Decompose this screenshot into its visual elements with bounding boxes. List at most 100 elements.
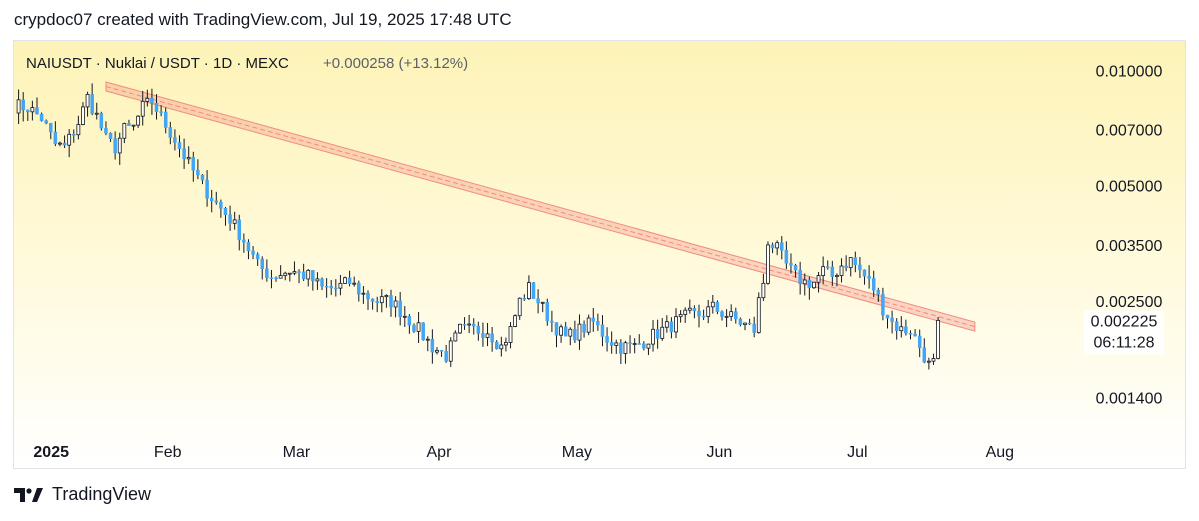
x-tick-label: Feb (154, 444, 182, 461)
candle-down (669, 321, 674, 333)
candle-up (559, 326, 563, 336)
candle-up (131, 124, 136, 127)
candle-up (568, 328, 573, 337)
candle-up (278, 275, 283, 279)
candle-down (219, 202, 223, 209)
candle-down (301, 271, 306, 280)
candle-up (527, 282, 531, 299)
chart-panel[interactable]: 0.010000 0.007000 0.005000 0.003500 0.002500… (13, 40, 1186, 469)
candle-down (223, 207, 228, 215)
y-tick-label: 0.003500 (1096, 238, 1163, 255)
candle-down (439, 350, 444, 352)
candle-up (775, 242, 780, 249)
candle-up (81, 106, 85, 125)
x-tick-label: Aug (986, 444, 1014, 461)
candle-up (343, 277, 347, 284)
candle-down (642, 343, 646, 349)
candle-down (853, 257, 858, 266)
candle-up (67, 133, 72, 146)
candle-up (448, 340, 453, 362)
candle-down (628, 342, 632, 344)
candle-up (338, 282, 343, 289)
candle-down (462, 324, 467, 326)
candle-down (108, 132, 113, 140)
candle-down (260, 258, 265, 269)
candle-down (476, 325, 481, 334)
candle-up (586, 317, 591, 333)
candle-down (522, 297, 527, 300)
candle-down (168, 127, 173, 138)
candle-down (320, 278, 324, 287)
candle-up (683, 309, 688, 315)
x-tick-label: Jun (707, 444, 733, 461)
candle-up (287, 272, 292, 275)
candle-down (591, 317, 596, 322)
candle-down (550, 320, 554, 323)
candle-up (76, 124, 81, 136)
candle-down (113, 138, 117, 154)
candle-down (830, 266, 835, 277)
candle-up (632, 343, 637, 345)
candle-down (885, 314, 890, 319)
candle-down (246, 242, 251, 252)
candle-down (370, 298, 375, 302)
candle-up (283, 272, 288, 276)
candle-down (894, 321, 899, 331)
candle-down (407, 316, 412, 326)
candle-up (623, 342, 628, 354)
candle-down (159, 111, 163, 113)
tradingview-brand[interactable]: TradingView (52, 484, 152, 504)
candle-up (899, 326, 904, 332)
candle-down (563, 326, 568, 337)
candle-up (402, 315, 407, 318)
candle-up (802, 279, 807, 285)
candle-down (398, 300, 402, 317)
candle-down (701, 315, 706, 318)
candle-down (255, 254, 260, 260)
candle-down (209, 197, 214, 202)
candle-down (329, 285, 333, 289)
trendline-midline (105, 85, 975, 328)
candle-down (798, 269, 802, 285)
candle-down (922, 347, 927, 363)
candle-up (292, 271, 297, 274)
trendline-layer (105, 81, 976, 332)
candle-up (848, 257, 853, 269)
candle-up (85, 93, 90, 108)
candle-up (724, 315, 729, 318)
y-tick-label: 0.010000 (1096, 63, 1163, 80)
candle-down (297, 271, 301, 273)
candle-down (269, 277, 274, 279)
candle-down (908, 332, 913, 335)
candle-down (177, 142, 182, 149)
candle-down (655, 329, 660, 339)
candle-up (186, 157, 191, 160)
candle-up (931, 358, 936, 362)
candle-down (720, 311, 724, 317)
candle-up (306, 269, 311, 280)
candle-down (770, 244, 775, 249)
candle-down (347, 277, 352, 284)
candle-up (393, 300, 398, 308)
candle-up (58, 142, 62, 145)
y-tick-label: 0.007000 (1096, 123, 1163, 140)
candle-up (835, 275, 839, 277)
candle-down (881, 294, 885, 316)
candle-down (913, 333, 917, 337)
candle-down (53, 131, 58, 145)
candle-down (21, 99, 25, 111)
candle-down (334, 287, 338, 290)
x-tick-label: Mar (283, 444, 311, 461)
price-chart[interactable]: 0.010000 0.007000 0.005000 0.003500 0.002500… (14, 41, 1186, 469)
candle-down (421, 322, 425, 341)
candle-down (150, 98, 154, 104)
candle-up (384, 295, 389, 298)
candle-down (62, 142, 67, 146)
candle-up (729, 311, 734, 317)
chart-title: NAIUSDT · Nuklai / USDT · 1D · MEXC (26, 55, 289, 72)
candle-up (812, 281, 816, 289)
price-change: +0.000258 (+13.12%) (323, 55, 468, 72)
candle-up (674, 316, 678, 333)
candle-down (752, 323, 756, 333)
candle-down (582, 323, 586, 333)
